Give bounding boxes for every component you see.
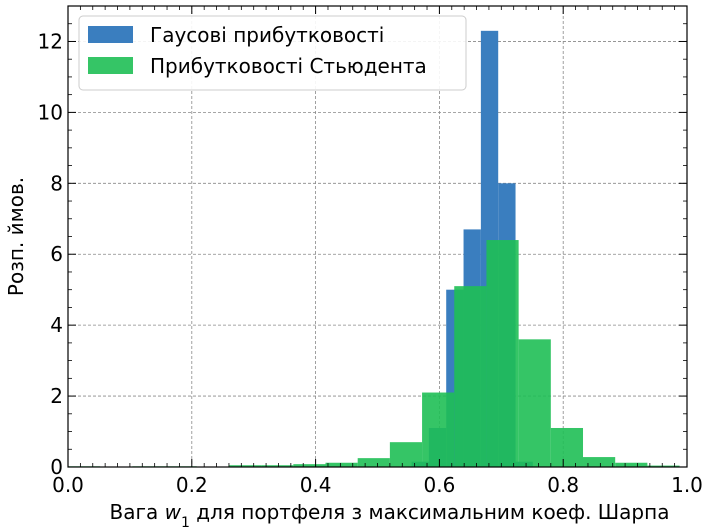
y-tick-label: 0 [50, 455, 63, 479]
x-tick-label: 0.4 [300, 473, 332, 497]
plot-frame [67, 5, 688, 468]
legend-label: Прибутковості Стьюдента [150, 54, 427, 78]
y-tick-labels: 0 2 4 6 8 10 12 [38, 29, 63, 479]
y-tick-label: 10 [38, 100, 63, 124]
histogram-bars [68, 30, 680, 468]
histogram-bar-series-2 [357, 458, 390, 467]
y-tick-label: 2 [50, 384, 63, 408]
x-tick-label: 0.2 [176, 473, 208, 497]
histogram-bar-series-2 [454, 286, 487, 467]
legend-box [78, 15, 467, 91]
histogram-bar-series-2 [422, 392, 455, 467]
x-tick-label: 0.8 [547, 473, 579, 497]
legend-label: Гаусові прибутковості [150, 23, 384, 47]
y-tick-label: 4 [50, 313, 63, 337]
legend-swatch [88, 57, 133, 74]
legend: Гаусові прибутковості Прибутковості Стьюд… [78, 15, 467, 91]
histogram-bar-series-2 [615, 462, 648, 467]
x-tick-labels: 0.0 0.2 0.4 0.6 0.8 1.0 [52, 473, 703, 497]
histogram-bar-series-2 [389, 442, 423, 467]
histogram-bar-series-2 [293, 464, 326, 467]
y-tick-label: 12 [38, 29, 63, 53]
x-tick-label: 0.6 [423, 473, 455, 497]
y-tick-label: 8 [50, 171, 63, 195]
histogram-bar-series-2 [228, 465, 262, 467]
x-tick-label: 1.0 [671, 473, 703, 497]
histogram-bar-series-2 [647, 465, 680, 467]
histogram-bar-series-2 [325, 462, 358, 467]
legend-swatch [88, 26, 133, 43]
histogram-bar-series-2 [518, 339, 551, 467]
y-axis-label: Розп. ймов. [4, 177, 28, 296]
x-axis-label: Вага w1 для портфеля з максимальним коеф… [110, 500, 670, 531]
y-tick-label: 6 [50, 242, 63, 266]
x-tick-label: 0.0 [52, 473, 84, 497]
histogram-bar-series-2 [486, 240, 519, 467]
histogram-bar-series-2 [583, 457, 616, 467]
histogram-bar-series-2 [261, 465, 294, 467]
histogram-bar-series-2 [550, 427, 584, 467]
